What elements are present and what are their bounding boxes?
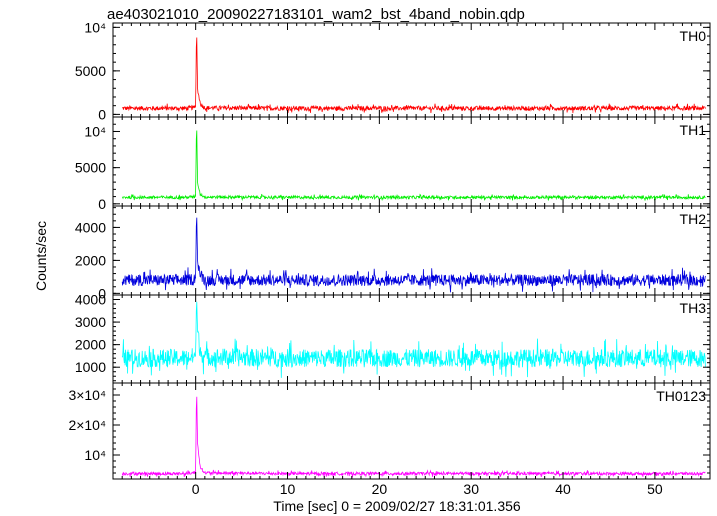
x-tick-label: 0 [192, 481, 200, 497]
panel-th3: 1000 2000 3000 4000 TH3 [75, 292, 711, 384]
y-tick-label: 0 [98, 285, 106, 301]
y-tick-label: 4000 [75, 292, 106, 308]
series-line-th2 [121, 217, 706, 293]
y-tick-label: 3000 [75, 314, 106, 330]
x-tick-label: 20 [372, 481, 388, 497]
panel-label-th1: TH1 [680, 122, 707, 138]
panel-label-th2: TH2 [680, 211, 707, 227]
panel-th1: 0 5000 10⁴ TH1 [75, 116, 711, 212]
y-tick-label: 4000 [75, 219, 106, 235]
y-tick-label: 1000 [75, 359, 106, 375]
y-tick-label: 10⁴ [84, 19, 106, 35]
y-axis-label: Counts/sec [33, 221, 49, 291]
chart-title: ae403021010_20090227183101_wam2_bst_4ban… [107, 6, 525, 23]
panel-label-th0123: TH0123 [656, 388, 706, 404]
y-tick-label: 2000 [75, 337, 106, 353]
x-tick-label: 10 [280, 481, 296, 497]
panel-frame [112, 116, 711, 207]
y-tick-label: 0 [98, 196, 106, 212]
y-tick-label: 5000 [75, 160, 106, 176]
panel-frame [112, 294, 711, 384]
x-tick-label: 50 [647, 481, 663, 497]
panel-label-th3: TH3 [680, 300, 707, 316]
series-line-th0123 [121, 396, 706, 478]
panel-frame [112, 22, 711, 118]
x-tick-label: 30 [463, 481, 479, 497]
y-tick-label: 2×10⁴ [68, 417, 106, 433]
panels-group: 0 5000 10⁴ TH0 0 5000 10⁴ TH1 0 2000 4000 TH2 1000 20… [68, 19, 711, 497]
y-tick-label: 2000 [75, 252, 106, 268]
y-tick-label: 5000 [75, 63, 106, 79]
y-tick-label: 10⁴ [84, 447, 106, 463]
panel-th2: 0 2000 4000 TH2 [75, 205, 711, 301]
x-tick-label: 40 [555, 481, 571, 497]
y-tick-label: 0 [98, 106, 106, 122]
y-tick-label: 3×10⁴ [68, 387, 106, 403]
panel-th0123: 10⁴ 2×10⁴ 3×10⁴ TH0123 [68, 382, 711, 480]
panel-frame [112, 382, 711, 480]
x-axis-label: Time [sec] 0 = 2009/02/27 18:31:01.356 [273, 498, 521, 514]
y-tick-label: 10⁴ [84, 123, 106, 139]
panel-label-th0: TH0 [680, 28, 707, 44]
panel-th0: 0 5000 10⁴ TH0 [75, 19, 711, 122]
series-line-th0 [122, 37, 706, 114]
series-line-th3 [121, 301, 706, 378]
series-line-th1 [121, 130, 706, 202]
